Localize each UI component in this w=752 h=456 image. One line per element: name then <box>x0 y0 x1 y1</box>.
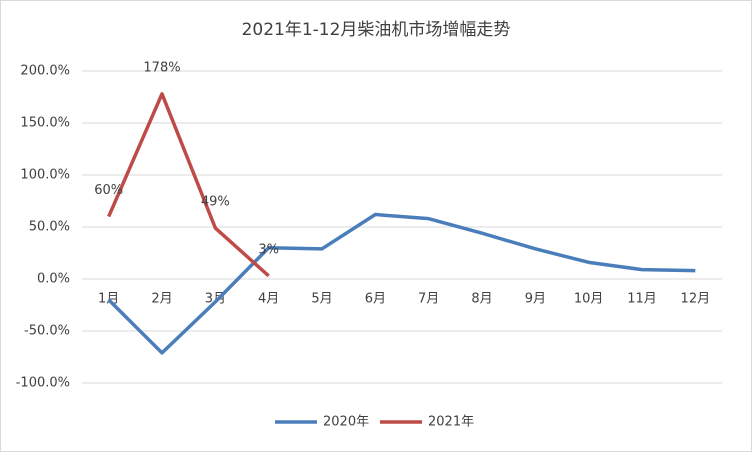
x-tick-label: 7月 <box>418 292 439 307</box>
data-label: 49% <box>201 195 230 210</box>
legend-label: 2021年 <box>428 415 474 430</box>
y-tick-label: 150.0% <box>20 116 70 131</box>
x-tick-label: 2月 <box>151 292 172 307</box>
y-tick-label: 50.0% <box>29 220 70 235</box>
x-tick-label: 8月 <box>471 292 492 307</box>
y-tick-label: 0.0% <box>37 272 70 287</box>
x-tick-label: 12月 <box>681 292 711 307</box>
y-tick-label: 200.0% <box>20 64 70 79</box>
x-tick-label: 1月 <box>98 292 119 307</box>
x-tick-label: 11月 <box>627 292 657 307</box>
data-label: 178% <box>143 60 180 75</box>
legend-label: 2020年 <box>323 415 369 430</box>
x-tick-label: 5月 <box>311 292 332 307</box>
x-tick-label: 4月 <box>258 292 279 307</box>
y-tick-label: -50.0% <box>24 324 70 339</box>
chart-title: 2021年1-12月柴油机市场增幅走势 <box>242 20 511 40</box>
y-tick-label: 100.0% <box>20 168 70 183</box>
series-line <box>107 92 270 278</box>
series-line <box>107 212 696 355</box>
y-tick-label: -100.0% <box>16 376 70 391</box>
x-tick-label: 6月 <box>365 292 386 307</box>
data-label: 60% <box>94 183 123 198</box>
x-tick-label: 9月 <box>525 292 546 307</box>
x-tick-label: 10月 <box>574 292 604 307</box>
data-label: 3% <box>258 242 279 257</box>
